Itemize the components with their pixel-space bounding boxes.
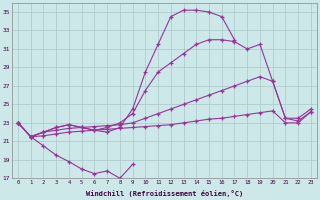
X-axis label: Windchill (Refroidissement éolien,°C): Windchill (Refroidissement éolien,°C) — [86, 190, 243, 197]
